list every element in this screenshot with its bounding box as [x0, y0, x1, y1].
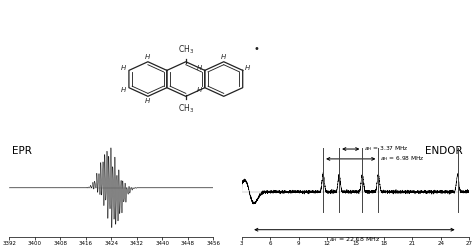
Text: H: H — [121, 65, 127, 71]
Text: H: H — [197, 87, 202, 93]
Text: •: • — [253, 43, 259, 54]
Text: H: H — [121, 87, 127, 93]
Text: CH$_3$: CH$_3$ — [178, 102, 194, 115]
Text: ENDOR: ENDOR — [425, 146, 463, 156]
Text: $a_H$ = 3.37 MHz: $a_H$ = 3.37 MHz — [364, 144, 409, 153]
Text: H: H — [145, 98, 151, 104]
Text: $a_H$ = 22.18 MHz: $a_H$ = 22.18 MHz — [328, 235, 380, 244]
Text: EPR: EPR — [11, 146, 31, 156]
Text: CH$_3$: CH$_3$ — [178, 43, 194, 56]
Text: $a_H$ = 6.98 MHz: $a_H$ = 6.98 MHz — [380, 154, 425, 163]
Text: H: H — [197, 65, 202, 71]
Text: H: H — [221, 54, 227, 60]
Text: H: H — [245, 65, 250, 71]
Text: H: H — [145, 54, 151, 60]
